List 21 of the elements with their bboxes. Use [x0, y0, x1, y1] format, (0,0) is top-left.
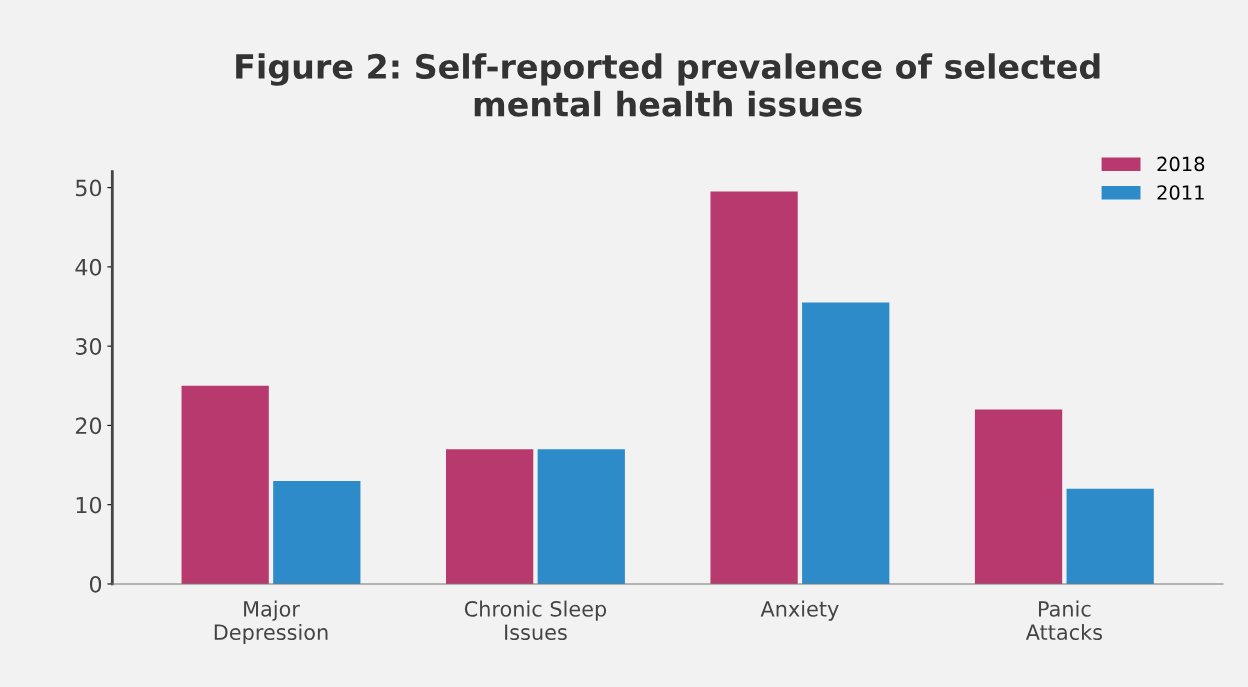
bar	[802, 302, 890, 584]
bar	[273, 480, 361, 584]
y-tick-label: 20	[75, 417, 102, 435]
bar	[537, 449, 625, 584]
y-tick-label: 30	[76, 338, 102, 355]
y-tick-label: 0	[89, 575, 102, 593]
bar	[1066, 488, 1154, 584]
bar	[974, 409, 1063, 584]
x-tick-label: Chronic Sleep Issues	[464, 600, 607, 641]
y-tick-label: 40	[75, 258, 102, 276]
y-tick-label: 50	[76, 179, 102, 197]
y-tick-label: 10	[76, 496, 102, 514]
x-tick-label: Panic Attacks	[1025, 600, 1103, 641]
chart-title: Figure 2: Self-reported prevalence of selected mental health issues	[236, 53, 1100, 117]
bar	[181, 385, 269, 584]
x-tick-label: Anxiety	[760, 600, 839, 621]
bar	[446, 449, 534, 584]
x-tick-label: Major Depression	[214, 600, 328, 645]
legend-label: 2011	[1157, 185, 1204, 200]
bar	[710, 191, 798, 584]
legend-label: 2018	[1157, 156, 1205, 172]
